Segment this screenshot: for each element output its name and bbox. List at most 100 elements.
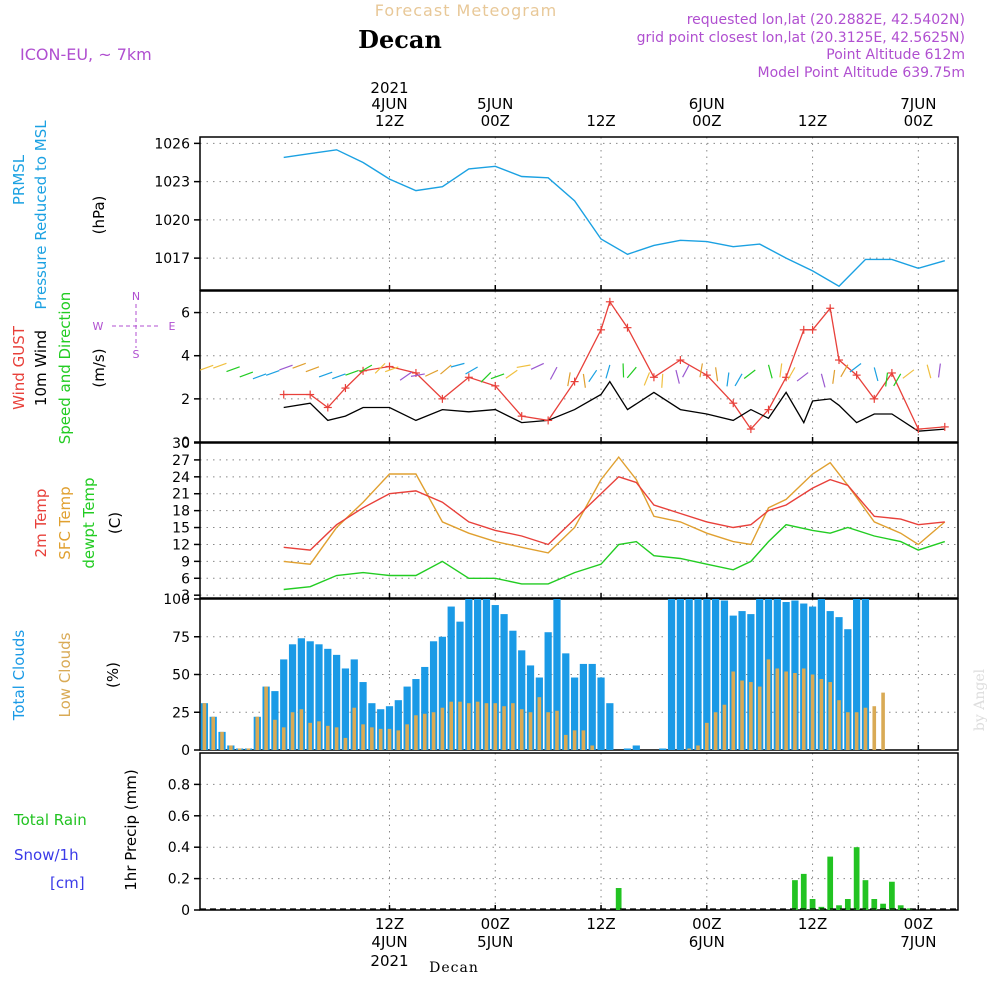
low-cloud-bar <box>378 728 383 750</box>
y-tick-label: 4 <box>181 349 190 365</box>
wind-10m-label: 10m Wind <box>32 330 50 406</box>
bottom-time-label: 00Z <box>904 915 933 933</box>
low-cloud-bar <box>343 737 348 750</box>
low-cloud-bar <box>246 748 251 750</box>
wind-direction-arrow <box>332 373 346 380</box>
bottom-time-label: 12Z <box>798 915 827 933</box>
model-altitude: Model Point Altitude 639.75m <box>758 65 965 81</box>
bottom-time-label: 00Z <box>481 915 510 933</box>
wind-direction-arrow <box>626 366 637 379</box>
footer-location: Decan <box>429 960 479 976</box>
low-cloud-bar <box>775 668 780 750</box>
gust-marker <box>764 405 773 414</box>
wind-direction-arrow <box>682 364 690 378</box>
wind-direction-arrow <box>505 369 518 379</box>
wind-direction-arrow <box>779 363 783 378</box>
low-clouds-label: Low Clouds <box>56 632 74 717</box>
wind-direction-arrow <box>450 362 465 368</box>
low-cloud-bar <box>299 709 304 750</box>
y-tick-label: 21 <box>172 487 190 503</box>
low-cloud-bar <box>801 668 806 750</box>
y-tick-label: 0.2 <box>168 872 190 888</box>
wind-direction-arrow <box>305 366 320 373</box>
low-cloud-bar <box>828 682 833 750</box>
total-cloud-bar <box>853 599 861 750</box>
low-cloud-bar <box>467 703 471 750</box>
total-cloud-bar <box>597 677 605 750</box>
total-cloud-bar <box>676 599 684 750</box>
total-cloud-bar <box>667 599 676 750</box>
total-clouds-label: Total Clouds <box>10 630 28 722</box>
gust-marker <box>385 362 394 371</box>
wind-direction-arrow <box>199 364 214 371</box>
rain-bar <box>871 899 878 910</box>
sfc-temp-line <box>283 455 946 565</box>
wind-direction-arrow <box>265 369 280 376</box>
low-cloud-bar <box>854 712 859 750</box>
wind-direction-arrow <box>582 373 586 388</box>
total-cloud-bar <box>491 605 499 750</box>
temp-unit-label: (C) <box>106 512 124 534</box>
low-cloud-bar <box>290 712 295 750</box>
wind-direction-arrow <box>840 364 849 378</box>
wind-direction-arrow <box>588 369 598 383</box>
gust-marker <box>491 381 500 390</box>
low-cloud-bar <box>511 703 515 750</box>
gust-marker <box>676 356 685 365</box>
top-time-label: 12Z <box>375 112 404 130</box>
gust-marker <box>623 323 632 332</box>
y-tick-label: 15 <box>172 521 190 537</box>
gust-marker <box>914 425 923 434</box>
wind-speed-line <box>283 380 945 432</box>
total-cloud-bar <box>544 632 552 750</box>
wind-direction-arrow <box>213 362 227 369</box>
total-cloud-bar <box>341 668 350 750</box>
pressure-unit-label: (hPa) <box>90 196 108 235</box>
gust-marker <box>570 377 579 386</box>
bottom-year-label: 2021 <box>370 952 408 970</box>
total-cloud-bar <box>509 630 517 750</box>
precip-unit-label: 1hr Precip (mm) <box>122 769 140 890</box>
rain-bar <box>862 880 869 910</box>
low-cloud-bar <box>687 748 691 750</box>
gust-marker <box>597 325 606 334</box>
clouds-frame <box>199 598 959 751</box>
y-tick-label: 0.8 <box>168 777 190 793</box>
wind-direction-arrow <box>440 364 452 375</box>
gust-marker <box>729 399 738 408</box>
total-cloud-bar <box>465 599 473 750</box>
bottom-date-label: 4JUN <box>371 933 407 951</box>
low-cloud-bar <box>370 727 374 750</box>
dewpt-temp-line <box>283 523 946 591</box>
wind-direction-arrow <box>226 366 240 373</box>
gust-marker <box>341 384 350 393</box>
y-tick-label: 6 <box>181 571 190 587</box>
low-cloud-bar <box>555 710 559 750</box>
low-cloud-bar <box>334 727 339 750</box>
y-tick-label: 6 <box>181 306 190 322</box>
y-tick-label: 1026 <box>154 136 190 152</box>
y-tick-label: 100 <box>163 592 190 608</box>
precip-panel: 0 0.2 0.4 0.6 0.8 <box>168 752 959 919</box>
gust-marker <box>649 373 658 382</box>
low-cloud-bar <box>837 700 841 750</box>
y-tick-label: 27 <box>172 453 190 469</box>
low-cloud-bar <box>872 706 877 750</box>
rain-bar <box>809 899 816 910</box>
total-cloud-bar <box>421 666 429 750</box>
low-cloud-bar <box>590 745 595 750</box>
gust-marker <box>826 304 835 313</box>
wind-direction-arrow <box>661 373 664 388</box>
wind-direction-arrow <box>643 372 651 386</box>
top-time-label: 00Z <box>904 112 933 130</box>
total-cloud-bar <box>368 703 376 750</box>
snow-unit-label: [cm] <box>50 874 85 892</box>
gust-marker <box>544 416 553 425</box>
rain-bar <box>853 847 860 910</box>
low-cloud-bar <box>537 697 542 750</box>
wind-direction-arrow <box>530 362 544 370</box>
low-cloud-bar <box>325 725 330 750</box>
top-time-label: 12Z <box>798 112 827 130</box>
compass-rose: N S W E <box>93 290 176 361</box>
wind-direction-arrow <box>767 364 773 379</box>
